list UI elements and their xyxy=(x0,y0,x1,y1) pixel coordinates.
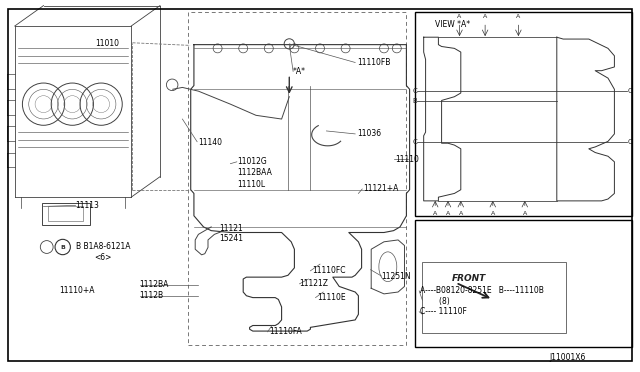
Text: B: B xyxy=(413,98,417,104)
Text: 11110FA: 11110FA xyxy=(269,327,301,336)
Text: 11010: 11010 xyxy=(95,39,119,48)
Text: A: A xyxy=(446,211,450,216)
Text: A: A xyxy=(459,211,463,216)
Text: 11121: 11121 xyxy=(219,224,243,232)
Text: 11110E: 11110E xyxy=(317,293,346,302)
Text: 11110L: 11110L xyxy=(237,180,265,189)
Text: 1112BA: 1112BA xyxy=(140,280,169,289)
Text: 11110: 11110 xyxy=(395,155,419,164)
Text: 11113: 11113 xyxy=(76,201,99,210)
Bar xyxy=(188,12,406,345)
Text: A: A xyxy=(458,14,461,19)
Text: FRONT: FRONT xyxy=(452,274,486,283)
Text: 11121+A: 11121+A xyxy=(364,185,399,193)
Text: VIEW *A*: VIEW *A* xyxy=(435,20,470,29)
Text: A: A xyxy=(483,14,487,19)
Text: A: A xyxy=(433,211,437,216)
Text: C: C xyxy=(627,88,632,94)
Text: C---- 11110F: C---- 11110F xyxy=(420,307,467,316)
Text: 11110+A: 11110+A xyxy=(60,286,95,295)
Bar xyxy=(48,206,83,221)
Text: 11036: 11036 xyxy=(357,129,381,138)
Text: B B1A8-6121A: B B1A8-6121A xyxy=(76,242,130,251)
Text: *A*: *A* xyxy=(293,67,306,76)
Text: A: A xyxy=(523,211,527,216)
Text: C: C xyxy=(413,88,417,94)
Text: 11121Z: 11121Z xyxy=(300,279,328,288)
Text: C: C xyxy=(413,139,417,145)
Bar xyxy=(422,262,566,333)
Text: B: B xyxy=(60,244,65,250)
Bar xyxy=(415,12,632,216)
Text: C: C xyxy=(627,139,632,145)
Text: 1112B: 1112B xyxy=(140,291,164,300)
Text: 11110FC: 11110FC xyxy=(312,266,346,275)
Text: 11110FB: 11110FB xyxy=(357,58,390,67)
Text: A: A xyxy=(516,14,520,19)
Bar xyxy=(415,220,632,347)
Text: <6>: <6> xyxy=(95,253,112,262)
Bar xyxy=(42,203,90,225)
Text: 11251N: 11251N xyxy=(381,272,411,280)
Text: A: A xyxy=(491,211,495,216)
Text: 15241: 15241 xyxy=(219,234,243,243)
Text: (8): (8) xyxy=(420,297,450,306)
Text: 1112BAA: 1112BAA xyxy=(237,169,271,177)
Text: J11001X6: J11001X6 xyxy=(549,353,586,362)
Text: A----B08120-8251E   B----11110B: A----B08120-8251E B----11110B xyxy=(420,286,545,295)
Text: 11012G: 11012G xyxy=(237,157,266,166)
Text: 11140: 11140 xyxy=(198,138,223,147)
